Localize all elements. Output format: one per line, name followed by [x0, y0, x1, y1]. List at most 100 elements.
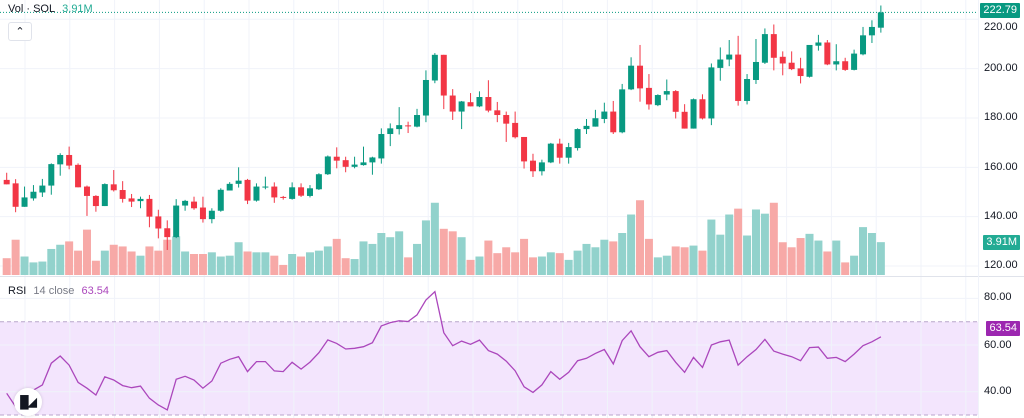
volume-bar [546, 252, 555, 275]
volume-bar [163, 239, 172, 275]
volume-bar [867, 233, 876, 275]
candle-body [824, 42, 831, 65]
candle-body [842, 61, 849, 70]
volume-bar [386, 237, 395, 275]
volume-bar [20, 256, 29, 275]
candle-body [3, 179, 10, 185]
volume-bar [644, 238, 653, 275]
candle-body [529, 160, 536, 172]
volume-bar [582, 243, 591, 275]
volume-bar [207, 252, 216, 275]
volume-bar [65, 241, 74, 275]
chevron-up-icon: ⌃ [15, 26, 25, 38]
candle-body [57, 154, 64, 165]
candle-body [12, 183, 19, 207]
volume-bar [475, 256, 484, 275]
candle-body [83, 186, 90, 196]
volume-bar [502, 247, 511, 275]
candle-body [512, 122, 519, 138]
candle-body [315, 174, 322, 190]
collapse-legend-button[interactable]: ⌃ [8, 22, 32, 41]
volume-bar [760, 213, 769, 275]
candle-body [690, 99, 697, 129]
volume-bar [172, 236, 181, 275]
volume-bar [190, 254, 199, 275]
candle-body [137, 198, 144, 202]
volume-bar [377, 233, 386, 275]
volume-bar [109, 244, 118, 275]
candle-body [280, 196, 287, 198]
volume-bar [725, 214, 734, 275]
volume-bar [537, 256, 546, 275]
candle-body [306, 188, 313, 196]
volume-bar [511, 252, 520, 275]
volume-bar [413, 243, 422, 275]
volume-bar [564, 259, 573, 275]
volume-bar [716, 234, 725, 275]
candle-body [538, 162, 545, 172]
candle-body [21, 197, 28, 207]
volume-bar [573, 250, 582, 275]
candle-body [324, 156, 331, 175]
candle-body [860, 35, 867, 55]
volume-bar [430, 202, 439, 275]
candle-body [681, 111, 688, 129]
candle-body [672, 91, 679, 112]
candle-body [449, 95, 456, 112]
volume-bar [680, 247, 689, 275]
candle-body [422, 79, 429, 116]
volume-bar [627, 214, 636, 275]
candle-body [868, 26, 875, 36]
volume-bar [198, 254, 207, 275]
candle-body [101, 184, 108, 207]
volume-bar [671, 246, 680, 275]
candle-body [717, 59, 724, 68]
volume-bar [698, 250, 707, 275]
volume-bar [662, 255, 671, 275]
candle-body [360, 162, 367, 166]
candle-body [440, 54, 447, 96]
volume-bar [734, 208, 743, 275]
volume-bar [653, 257, 662, 275]
volume-bar [466, 259, 475, 275]
candle-body [467, 102, 474, 107]
volume-bar [751, 209, 760, 275]
candle-body [253, 186, 260, 201]
candle-body [119, 190, 126, 199]
volume-bar [297, 256, 306, 275]
candle-body [815, 42, 822, 46]
candle-body [494, 110, 501, 116]
candle-body [48, 164, 55, 186]
volume-legend: Vol · SOL 3.91M [8, 3, 97, 15]
candle-body [744, 79, 751, 101]
candle-body [128, 198, 135, 202]
volume-bar [484, 240, 493, 275]
candle-body [556, 143, 563, 158]
volume-bar [493, 253, 502, 275]
tradingview-logo[interactable]: █◢ [14, 388, 42, 416]
volume-bar [689, 245, 698, 275]
candle-body [39, 185, 46, 193]
volume-bar [796, 238, 805, 275]
volume-bar [591, 247, 600, 275]
candle-body [208, 210, 215, 220]
candle-body [797, 68, 804, 77]
candle-body [752, 61, 759, 80]
candle-body [592, 118, 599, 127]
candle-body [235, 180, 242, 184]
price-axis-label: 220.00 [984, 21, 1018, 33]
volume-bar [448, 231, 457, 275]
volume-bar [787, 247, 796, 275]
volume-bar [323, 246, 332, 275]
rsi-axis-label: 60.00 [984, 339, 1012, 351]
candle-body [182, 200, 189, 206]
volume-bar [520, 238, 529, 275]
tradingview-logo-icon: █◢ [20, 395, 37, 409]
volume-bar [261, 252, 270, 275]
rsi-legend-name: RSI [8, 285, 27, 297]
volume-bar [395, 231, 404, 275]
candle-body [199, 207, 206, 220]
price-axis-label: 180.00 [984, 111, 1018, 123]
candle-body [485, 97, 492, 111]
